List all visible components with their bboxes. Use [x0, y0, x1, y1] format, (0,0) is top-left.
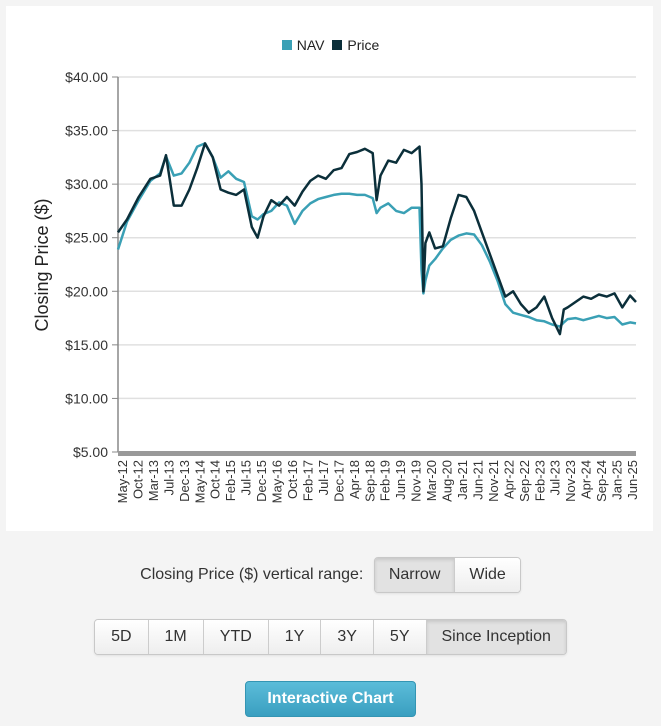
x-tick-label: Aug-20 [440, 460, 455, 502]
y-tick-label: $40.00 [65, 69, 108, 85]
x-tick-label: Nov-19 [409, 460, 424, 502]
y-tick-label: $35.00 [65, 123, 108, 139]
period-3y-button[interactable]: 3Y [320, 620, 373, 654]
period-selector: 5D 1M YTD 1Y 3Y 5Y Since Inception [0, 619, 661, 655]
x-tick-label: Apr-18 [347, 460, 362, 499]
x-tick-label: Nov-21 [486, 460, 501, 502]
period-1m-button[interactable]: 1M [147, 620, 203, 654]
x-tick-label: Dec-17 [331, 460, 346, 502]
period-button-group: 5D 1M YTD 1Y 3Y 5Y Since Inception [94, 619, 567, 655]
wide-range-button[interactable]: Wide [454, 558, 520, 592]
y-tick-label: $20.00 [65, 283, 108, 299]
y-tick-label: $15.00 [65, 337, 108, 353]
price-chart: $5.00 $10.00 $15.00 $20.00 $25.00 $30.00 $35.0… [32, 69, 640, 503]
y-axis-title: Closing Price ($) [32, 198, 52, 331]
gridlines [118, 76, 636, 400]
period-5y-button[interactable]: 5Y [372, 620, 426, 654]
x-tick-label: Feb-19 [378, 460, 393, 501]
vertical-range-control: Closing Price ($) vertical range: Narrow… [0, 557, 661, 593]
x-tick-label: Feb-23 [532, 460, 547, 501]
period-since-inception-button[interactable]: Since Inception [425, 620, 566, 654]
chart-legend: NAV Price [0, 37, 661, 53]
legend-item-price[interactable]: Price [332, 37, 379, 53]
y-tick-label: $30.00 [65, 176, 108, 192]
x-tick-label: Jan-25 [610, 460, 625, 500]
nav-swatch-icon [281, 40, 292, 50]
x-tick-label: Apr-24 [579, 460, 594, 499]
legend-item-nav[interactable]: NAV [281, 37, 325, 53]
x-tick-label: Jul-23 [548, 460, 563, 495]
x-axis-ticks: May-12 Oct-12 Mar-13 Jul-13 Dec-13 May-14 Oct-… [115, 460, 640, 503]
series-price-line [116, 142, 637, 336]
x-tick-label: Nov-23 [563, 460, 578, 502]
x-tick-label: Apr-22 [501, 460, 516, 499]
series-nav-line [116, 142, 637, 328]
y-axis-ticks: $5.00 $10.00 $15.00 $20.00 $25.00 $30.00 $35.0… [65, 69, 118, 460]
legend-label-nav: NAV [296, 37, 325, 53]
period-ytd-button[interactable]: YTD [202, 620, 268, 654]
period-5d-button[interactable]: 5D [95, 620, 148, 654]
x-tick-label: Feb-17 [300, 460, 315, 501]
x-axis-band [118, 451, 636, 456]
chart-card [6, 6, 653, 531]
x-tick-label: Mar-13 [146, 460, 161, 501]
x-tick-label: Jul-13 [161, 460, 176, 495]
x-tick-label: Jul-15 [239, 460, 254, 495]
x-tick-label: Sep-24 [594, 460, 609, 502]
x-tick-label: Jul-17 [316, 460, 331, 495]
range-button-group: Narrow Wide [373, 557, 521, 593]
x-tick-label: Mar-20 [424, 460, 439, 501]
y-tick-label: $25.00 [65, 230, 108, 246]
x-tick-label: Jun-25 [625, 460, 640, 500]
x-tick-label: May-12 [115, 460, 130, 503]
price-swatch-icon [332, 40, 343, 50]
x-tick-label: Dec-13 [177, 460, 192, 502]
x-tick-label: Oct-14 [208, 460, 223, 499]
x-tick-label: Jan-21 [455, 460, 470, 500]
vertical-range-label: Closing Price ($) vertical range: [140, 566, 364, 583]
x-tick-label: Oct-16 [285, 460, 300, 499]
x-tick-label: May-16 [270, 460, 285, 503]
x-tick-label: Jun-19 [393, 460, 408, 500]
x-tick-label: Jun-21 [470, 460, 485, 500]
x-tick-label: Oct-12 [130, 460, 145, 499]
x-tick-label: May-14 [192, 460, 207, 503]
legend-label-price: Price [347, 37, 380, 53]
x-tick-label: Dec-15 [254, 460, 269, 502]
narrow-range-button[interactable]: Narrow [374, 558, 455, 592]
x-tick-label: Feb-15 [223, 460, 238, 501]
x-tick-label: Sep-22 [517, 460, 532, 502]
y-tick-label: $10.00 [65, 390, 108, 406]
x-tick-label: Sep-18 [362, 460, 377, 502]
interactive-chart-button[interactable]: Interactive Chart [245, 681, 416, 717]
period-1y-button[interactable]: 1Y [267, 620, 321, 654]
y-tick-label: $5.00 [73, 444, 108, 460]
